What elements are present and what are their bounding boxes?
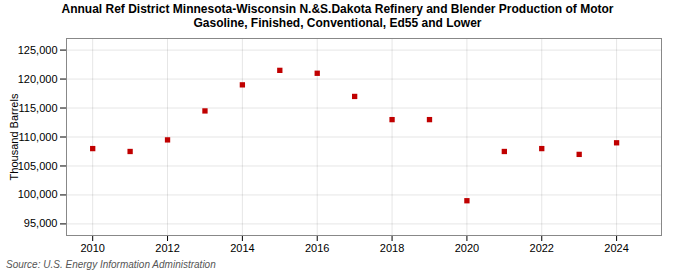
svg-text:2010: 2010: [80, 242, 104, 254]
svg-text:2018: 2018: [380, 242, 404, 254]
svg-text:110,000: 110,000: [19, 131, 58, 143]
svg-text:2016: 2016: [305, 242, 329, 254]
svg-text:2014: 2014: [230, 242, 254, 254]
svg-text:2024: 2024: [604, 242, 628, 254]
svg-text:2020: 2020: [455, 242, 479, 254]
svg-text:2022: 2022: [530, 242, 554, 254]
svg-text:115,000: 115,000: [19, 102, 58, 114]
svg-text:125,000: 125,000: [18, 44, 58, 56]
svg-text:120,000: 120,000: [18, 73, 58, 85]
svg-text:105,000: 105,000: [18, 159, 58, 171]
svg-text:100,000: 100,000: [18, 188, 58, 200]
svg-text:Thousand Barrels: Thousand Barrels: [8, 93, 20, 180]
html-text:Annual Ref District Minnesota-: Annual Ref District Minnesota-Wisconsin …: [61, 2, 614, 30]
svg-text:2012: 2012: [155, 242, 179, 254]
svg-text:95,000: 95,000: [24, 217, 58, 229]
html-text:Source: U.S. Energy Informatio: Source: U.S. Energy Information Administ…: [6, 259, 216, 270]
